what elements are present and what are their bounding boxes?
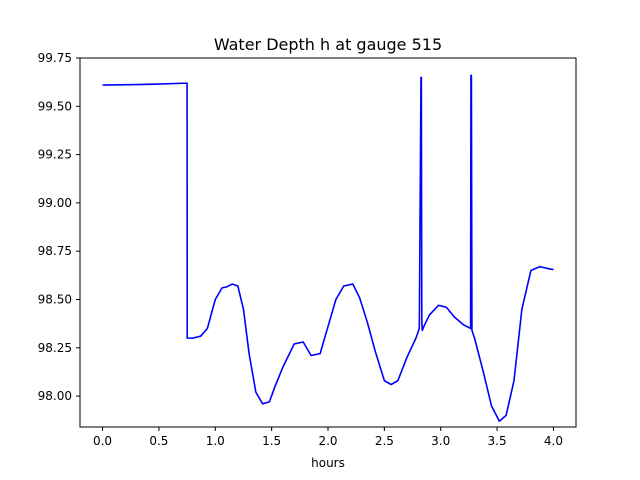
y-tick-label: 99.25 bbox=[38, 148, 72, 162]
x-axis-ticks: 0.0 0.5 1.0 1.5 2.0 2.5 3.0 3.5 4.0 bbox=[93, 427, 563, 448]
y-tick-label: 98.75 bbox=[38, 244, 72, 258]
x-axis-label: hours bbox=[311, 456, 345, 470]
chart-title: Water Depth h at gauge 515 bbox=[214, 35, 442, 54]
x-tick-label: 2.5 bbox=[375, 434, 394, 448]
y-tick-label: 99.50 bbox=[38, 99, 72, 113]
x-tick-label: 0.5 bbox=[149, 434, 168, 448]
x-tick-label: 1.0 bbox=[206, 434, 225, 448]
x-tick-label: 3.0 bbox=[431, 434, 450, 448]
y-tick-label: 98.00 bbox=[38, 389, 72, 403]
y-tick-label: 99.00 bbox=[38, 196, 72, 210]
series-line-0 bbox=[102, 74, 554, 423]
x-tick-label: 3.5 bbox=[488, 434, 507, 448]
x-tick-label: 1.5 bbox=[262, 434, 281, 448]
x-tick-label: 0.0 bbox=[93, 434, 112, 448]
x-tick-label: 2.0 bbox=[318, 434, 337, 448]
x-tick-label: 4.0 bbox=[544, 434, 563, 448]
y-tick-label: 98.25 bbox=[38, 341, 72, 355]
y-tick-label: 99.75 bbox=[38, 51, 72, 65]
plot-frame bbox=[79, 57, 577, 428]
y-axis-ticks: 98.00 98.25 98.50 98.75 99.00 99.25 99.50 99.75 bbox=[38, 51, 80, 403]
plot-area bbox=[102, 74, 554, 423]
y-tick-label: 98.50 bbox=[38, 292, 72, 306]
